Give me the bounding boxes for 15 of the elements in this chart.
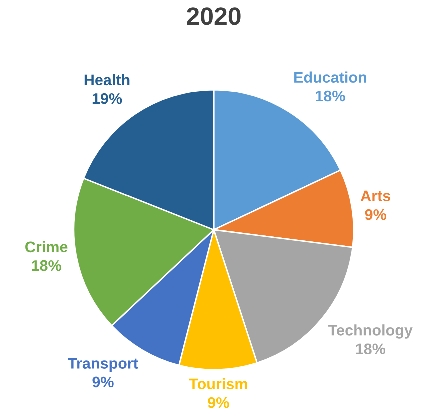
slice-label: Health [84,74,130,86]
data-label: 18% [32,260,62,272]
data-label: 18% [356,344,386,355]
chart-title: 2020 [187,8,241,26]
data-label: 9% [208,397,230,408]
data-label: 18% [316,90,346,102]
slice-label: Education [294,72,366,84]
slice-label: Arts [360,190,391,202]
slice-label: Crime [26,241,68,253]
data-label: 9% [365,209,386,220]
slice-label: Technology [328,324,413,339]
data-label: 19% [92,93,122,104]
slice-label: Tourism [189,378,248,390]
slice-label: Transport [68,358,138,372]
data-label: 9% [92,376,114,388]
